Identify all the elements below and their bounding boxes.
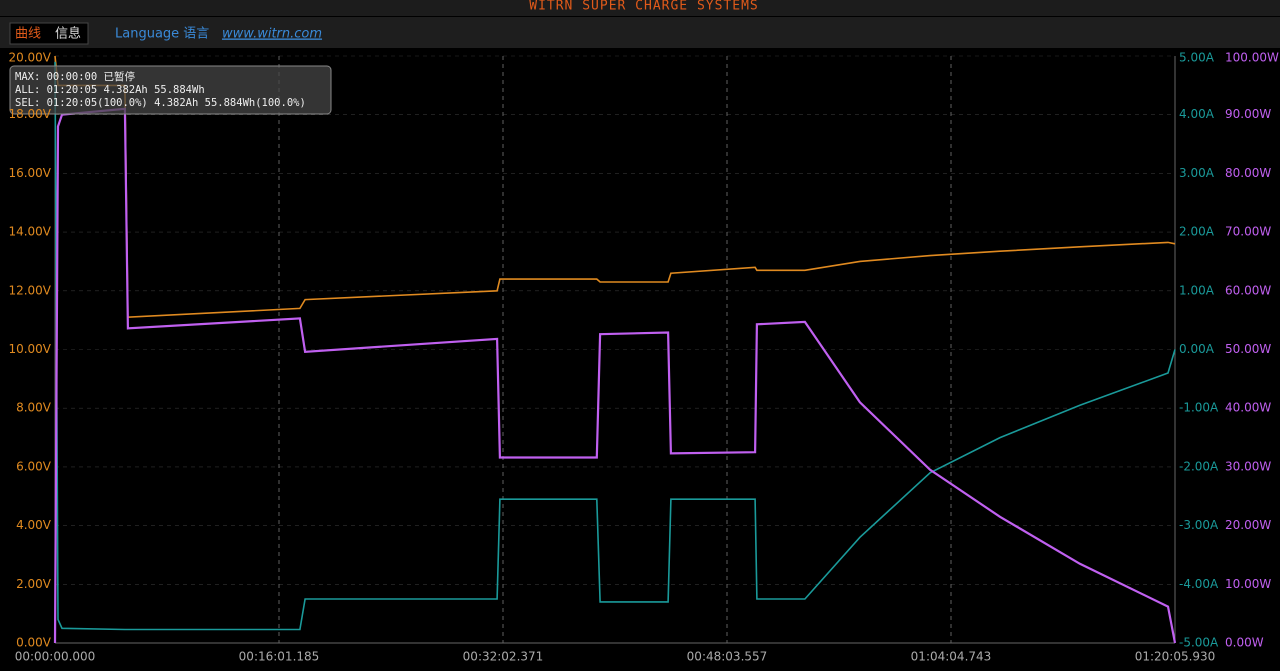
y-tick-label: 20.00V [8,51,51,65]
x-tick-label: 01:20:05.930 [1135,650,1216,664]
y3-tick-label: 90.00W [1225,107,1271,121]
y2-tick-label: 0.00A [1179,342,1215,356]
x-tick-label: 00:32:02.371 [463,650,544,664]
y-tick-label: 10.00V [8,342,51,356]
y3-tick-label: 60.00W [1225,283,1271,297]
y3-tick-label: 50.00W [1225,342,1271,356]
y-tick-label: 18.00V [8,107,51,121]
y-tick-label: 14.00V [8,225,51,239]
y2-tick-label: 1.00A [1179,283,1215,297]
y3-tick-label: 30.00W [1225,459,1271,473]
y-tick-label: 2.00V [16,577,52,591]
tab-group [9,22,89,45]
language-link[interactable]: Language 语言 [115,27,209,42]
toolbar [0,17,1280,48]
plot-background [0,48,1280,671]
info-line: ALL: 01:20:05 4.382Ah 55.884Wh [15,84,205,96]
y-tick-label: 4.00V [16,518,52,532]
app-title: WITRN SUPER CHARGE SYSTEMS [529,0,759,14]
website-link[interactable]: www.witrn.com [222,27,322,42]
info-box [9,65,332,115]
y-tick-label: 12.00V [8,283,51,297]
series-line [53,107,1177,644]
x-tick-label: 01:04:04.743 [911,650,992,664]
info-line: MAX: 00:00:00 已暂停 [15,70,135,83]
y-tick-label: 8.00V [16,401,52,415]
y3-tick-label: 20.00W [1225,518,1271,532]
y2-tick-label: -1.00A [1179,401,1219,415]
y2-tick-label: 4.00A [1179,107,1215,121]
x-tick-label: 00:48:03.557 [687,650,768,664]
y3-tick-label: 80.00W [1225,166,1271,180]
y-tick-label: 0.00V [16,636,52,650]
y3-tick-label: 70.00W [1225,225,1271,239]
y3-tick-label: 10.00W [1225,577,1271,591]
tab[interactable]: 曲线 [15,27,41,42]
y2-tick-label: 5.00A [1179,51,1215,65]
y3-tick-label: 100.00W [1225,51,1279,65]
info-line: SEL: 01:20:05(100.0%) 4.382Ah 55.884Wh(1… [15,97,306,109]
y2-tick-label: 2.00A [1179,225,1215,239]
y3-tick-label: 40.00W [1225,401,1271,415]
y2-tick-label: -5.00A [1179,636,1219,650]
series-line [54,61,1176,631]
y2-tick-label: -2.00A [1179,459,1219,473]
y2-tick-label: -3.00A [1179,518,1219,532]
title-bar [0,0,1280,16]
y2-tick-label: -4.00A [1179,577,1219,591]
y-tick-label: 6.00V [16,459,52,473]
tab[interactable]: 信息 [55,26,81,42]
x-tick-label: 00:16:01.185 [239,650,320,664]
y2-tick-label: 3.00A [1179,166,1215,180]
x-tick-label: 00:00:00.000 [15,650,96,664]
y-tick-label: 16.00V [8,166,51,180]
y3-tick-label: 0.00W [1225,636,1264,650]
